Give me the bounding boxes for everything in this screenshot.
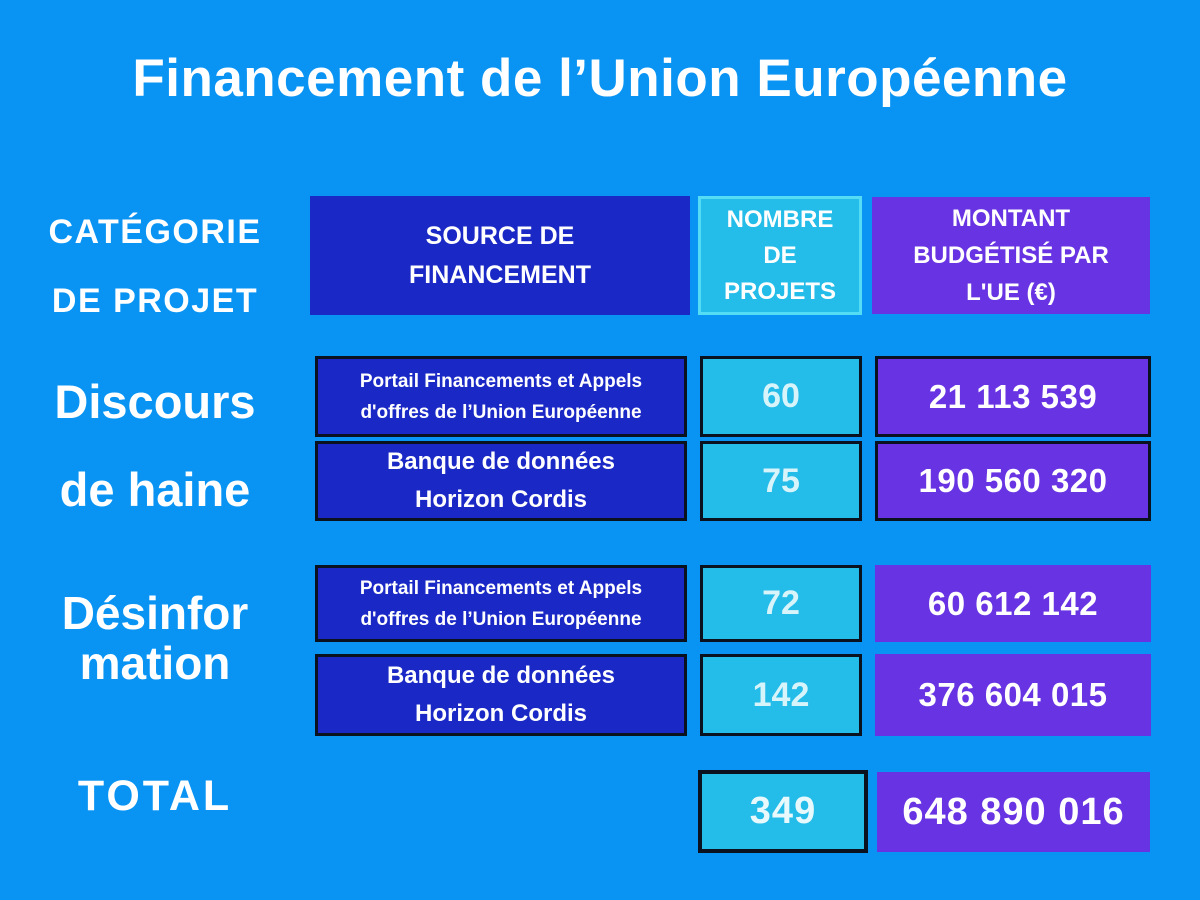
source-text-line1: Banque de données [386,448,616,475]
category-hate-line1: Discours [54,375,256,428]
count-value: 72 [762,584,800,622]
category-column-header: CATÉGORIE DE PROJET [0,198,310,336]
source-text-line2: Horizon Cordis [415,486,587,513]
count-cell-hate-cordis: 75 [700,441,862,521]
category-label-hate-speech: Discours de haine [0,358,310,534]
source-cell-hate-cordis: Banque de données Horizon Cordis [315,441,687,521]
category-disinfo-line2: mation [79,637,231,689]
count-cell-disinfo-portail: 72 [700,565,862,642]
source-text-line1: Banque de données [386,662,616,689]
total-label: TOTAL [0,772,310,821]
amount-cell-disinfo-portail: 60 612 142 [875,565,1151,642]
source-text-line1: Portail Financements et Appels [359,577,643,599]
total-count-value: 349 [749,790,817,832]
total-amount-cell: 648 890 016 [877,772,1150,852]
amount-cell-hate-cordis: 190 560 320 [875,441,1151,521]
category-label-disinformation: Désinfor mation [0,588,310,688]
count-cell-disinfo-cordis: 142 [700,654,862,736]
count-value: 60 [762,377,800,415]
total-count-cell: 349 [698,770,868,853]
count-header-line3: PROJETS [723,277,837,305]
source-cell-disinfo-portail: Portail Financements et Appels d'offres … [315,565,687,642]
count-cell-hate-portail: 60 [700,356,862,437]
page-title: Financement de l’Union Européenne [132,49,1068,108]
source-text-line2: Horizon Cordis [415,700,587,727]
amount-cell-hate-portail: 21 113 539 [875,356,1151,437]
amount-cell-disinfo-cordis: 376 604 015 [875,654,1151,736]
amount-value: 376 604 015 [918,676,1108,713]
category-header-line2: DE PROJET [51,282,259,320]
source-cell-disinfo-cordis: Banque de données Horizon Cordis [315,654,687,736]
amount-column-header: MONTANT BUDGÉTISÉ PAR L'UE (€) [872,197,1150,314]
amount-header-line2: BUDGÉTISÉ PAR [913,242,1109,269]
source-cell-hate-portail: Portail Financements et Appels d'offres … [315,356,687,437]
source-column-header: SOURCE DE FINANCEMENT [310,196,690,315]
category-header-line1: CATÉGORIE [48,213,262,251]
source-header-line1: SOURCE DE [425,221,575,250]
amount-value: 21 113 539 [928,377,1098,415]
source-text-line1: Portail Financements et Appels [359,370,643,392]
amount-header-line1: MONTANT [951,205,1071,232]
count-value: 142 [752,675,810,714]
count-header-line1: NOMBRE [726,205,834,233]
amount-value: 60 612 142 [927,584,1099,622]
source-header-line2: FINANCEMENT [409,260,591,289]
amount-header-line3: L'UE (€) [966,279,1056,306]
source-text-line2: d'offres de l’Union Européenne [360,608,642,630]
category-disinfo-line1: Désinfor [61,587,249,639]
count-header-line2: DE [763,241,797,269]
total-amount-value: 648 890 016 [902,790,1125,833]
amount-value: 190 560 320 [918,462,1108,499]
source-text-line2: d'offres de l’Union Européenne [360,401,642,423]
category-hate-line2: de haine [59,463,251,516]
count-value: 75 [762,461,800,500]
count-column-header: NOMBRE DE PROJETS [698,196,862,315]
total-label-text: TOTAL [77,772,233,820]
